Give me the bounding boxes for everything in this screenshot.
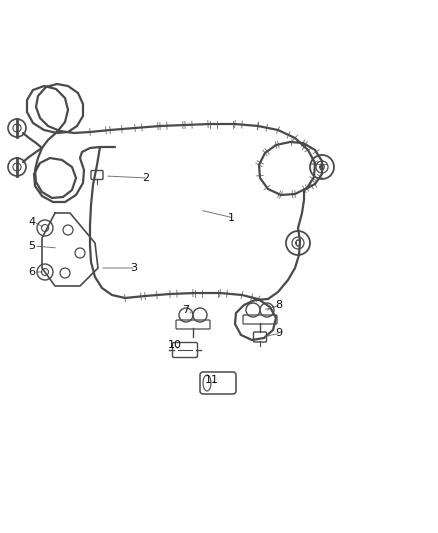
Text: 5: 5 xyxy=(28,241,35,251)
Text: 8: 8 xyxy=(275,300,282,310)
Text: 9: 9 xyxy=(275,328,282,338)
Text: 1: 1 xyxy=(228,213,235,223)
Text: 7: 7 xyxy=(182,305,189,315)
Text: 6: 6 xyxy=(28,267,35,277)
Text: 11: 11 xyxy=(205,375,219,385)
Text: 4: 4 xyxy=(28,217,35,227)
Text: 3: 3 xyxy=(130,263,137,273)
Text: 2: 2 xyxy=(142,173,149,183)
Text: 10: 10 xyxy=(168,340,182,350)
